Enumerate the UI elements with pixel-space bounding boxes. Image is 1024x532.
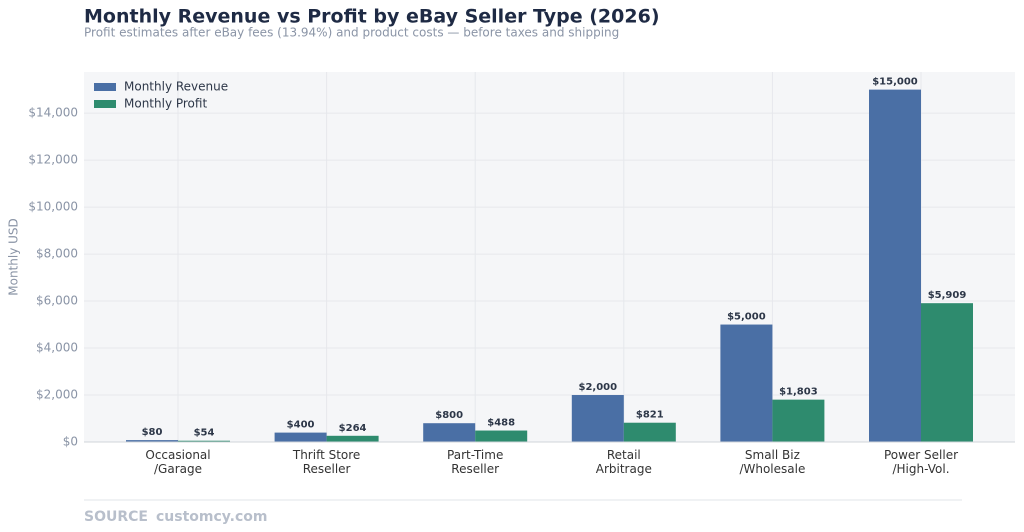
value-label: $5,909 [928, 290, 967, 301]
y-axis-label: Monthly USD [7, 218, 21, 296]
value-label: $54 [194, 428, 215, 439]
source: customcy.com [156, 509, 267, 525]
value-label: $15,000 [872, 77, 918, 88]
y-tick-label: $8,000 [36, 247, 78, 261]
value-label: $800 [435, 410, 463, 421]
y-tick-label: $14,000 [28, 106, 78, 120]
x-tick-label: Occasional/Garage [145, 448, 210, 476]
y-tick-label: $6,000 [36, 294, 78, 308]
plot-area [84, 72, 1015, 442]
bar [623, 422, 676, 442]
bar [772, 399, 825, 442]
value-label: $5,000 [727, 312, 766, 323]
legend-label: Monthly Revenue [124, 80, 228, 94]
x-tick-label: Small Biz/Wholesale [739, 448, 805, 476]
chart-title: Monthly Revenue vs Profit by eBay Seller… [84, 6, 660, 28]
bar [326, 435, 379, 442]
bar [869, 89, 921, 442]
value-label: $80 [142, 427, 163, 438]
value-label: $264 [339, 423, 367, 434]
x-tick-label: Part-Time Reseller [447, 448, 503, 476]
bar [921, 303, 973, 442]
bar [475, 430, 528, 442]
source-label: SOURCE [84, 509, 148, 525]
legend-swatch [94, 100, 116, 108]
value-label: $400 [287, 420, 315, 431]
chart-subtitle: Profit estimates after eBay fees (13.94%… [84, 26, 619, 40]
value-label: $488 [487, 418, 515, 429]
value-label: $821 [636, 410, 664, 421]
bar [720, 324, 773, 442]
bar [274, 432, 327, 442]
y-tick-label: $0 [63, 435, 78, 449]
y-tick-label: $2,000 [36, 388, 78, 402]
value-label: $1,803 [779, 387, 818, 398]
x-tick-label: Retail Arbitrage [596, 448, 652, 476]
bar [178, 440, 230, 442]
y-tick-label: $12,000 [28, 153, 78, 167]
value-label: $2,000 [579, 382, 618, 393]
x-tick-label: Thrift Store Reseller [292, 448, 360, 476]
y-tick-label: $4,000 [36, 341, 78, 355]
bar [571, 395, 624, 442]
y-tick-label: $10,000 [28, 200, 78, 214]
bar [423, 423, 476, 442]
x-tick-label: Power Seller/High-Vol. [884, 448, 958, 476]
legend-label: Monthly Profit [124, 97, 207, 111]
legend-swatch [94, 83, 116, 91]
bar [126, 440, 178, 442]
